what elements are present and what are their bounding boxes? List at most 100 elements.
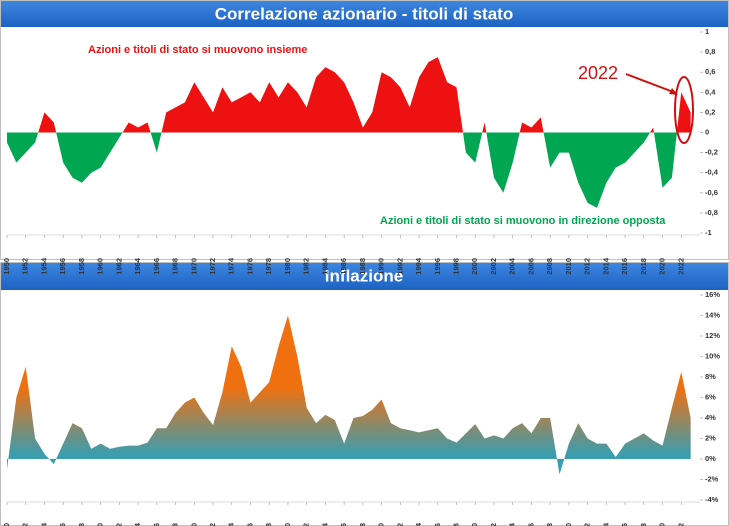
x-tick-label: 2022: [676, 523, 685, 526]
x-tick-label: 1964: [133, 257, 142, 275]
x-tick-label: 1974: [227, 522, 236, 526]
y-tick-label: -0,4: [705, 168, 719, 177]
x-tick-label: 1962: [114, 523, 123, 526]
y-tick-label: 0,4: [705, 87, 716, 96]
area: [7, 315, 691, 475]
x-tick-label: 2010: [564, 258, 573, 275]
x-tick-label: 2014: [601, 522, 610, 526]
x-tick-label: 1984: [320, 257, 329, 275]
x-tick-label: 1966: [152, 523, 161, 526]
chart-title: Correlazione azionario - titoli di stato: [215, 4, 513, 23]
x-tick-label: 1986: [339, 523, 348, 526]
x-tick-label: 2004: [508, 257, 517, 275]
chart-title: Inflazione: [325, 266, 403, 285]
x-tick-label: 1990: [377, 258, 386, 275]
x-tick-label: 1970: [189, 258, 198, 275]
panel-header: [1, 1, 728, 27]
y-tick-label: 12%: [705, 331, 720, 340]
x-tick-label: 1960: [96, 523, 105, 526]
x-tick-label: 1992: [395, 258, 404, 275]
x-tick-label: 1984: [320, 522, 329, 526]
highlight-label: 2022: [578, 63, 618, 83]
x-tick-label: 2014: [601, 257, 610, 275]
x-tick-label: 2002: [489, 258, 498, 275]
x-tick-label: 1994: [414, 522, 423, 526]
y-tick-label: 0,6: [705, 67, 715, 76]
x-tick-label: 2020: [658, 523, 667, 526]
x-tick-label: 2006: [526, 523, 535, 526]
x-tick-label: 1974: [227, 257, 236, 275]
x-tick-label: 1976: [245, 258, 254, 275]
x-tick-label: 2012: [583, 523, 592, 526]
area: [7, 57, 691, 208]
y-tick-label: 2%: [705, 433, 716, 442]
arrow: [625, 73, 677, 94]
x-tick-label: 1988: [358, 258, 367, 275]
x-tick-label: 1988: [358, 523, 367, 526]
x-tick-label: 2000: [470, 258, 479, 275]
x-tick-label: 2000: [470, 523, 479, 526]
x-tick-label: 1982: [302, 523, 311, 526]
panel-header: [1, 263, 728, 290]
x-tick-label: 2002: [489, 523, 498, 526]
x-tick-label: 1992: [395, 523, 404, 526]
x-tick-label: 1952: [21, 258, 30, 275]
x-tick-label: 1968: [171, 523, 180, 526]
x-tick-label: 1996: [433, 258, 442, 275]
x-tick-label: 2004: [508, 522, 517, 526]
x-tick-label: 1990: [377, 523, 386, 526]
x-tick-label: 2020: [658, 258, 667, 275]
y-tick-label: -4%: [705, 495, 719, 504]
x-tick-label: 1968: [171, 258, 180, 275]
x-tick-label: 1982: [302, 258, 311, 275]
x-tick-label: 1972: [208, 258, 217, 275]
y-tick-label: 4%: [705, 413, 716, 422]
x-tick-label: 1954: [39, 522, 48, 526]
x-tick-label: 1972: [208, 523, 217, 526]
annotation: Azioni e titoli di stato si muovono in d…: [380, 215, 666, 227]
x-tick-label: 1958: [77, 258, 86, 275]
y-tick-label: -1: [705, 228, 712, 237]
x-tick-label: 1996: [433, 523, 442, 526]
x-tick-label: 2018: [639, 258, 648, 275]
y-tick-label: 8%: [705, 372, 716, 381]
x-tick-label: 1956: [58, 258, 67, 275]
x-tick-label: 1978: [264, 523, 273, 526]
y-tick-label: 1: [705, 27, 709, 36]
x-tick-label: 1980: [283, 523, 292, 526]
x-tick-label: 1998: [451, 258, 460, 275]
x-tick-label: 1958: [77, 523, 86, 526]
x-tick-label: 1956: [58, 523, 67, 526]
y-tick-label: 14%: [705, 310, 720, 319]
y-tick-label: -0,2: [705, 148, 718, 157]
x-tick-label: 1952: [21, 523, 30, 526]
x-tick-label: 1950: [2, 258, 11, 275]
y-tick-label: 0,8: [705, 47, 715, 56]
x-tick-label: 1978: [264, 258, 273, 275]
x-tick-label: 2018: [639, 523, 648, 526]
y-tick-label: 16%: [705, 290, 720, 299]
y-tick-label: -0,8: [705, 208, 718, 217]
x-tick-label: 1954: [39, 257, 48, 275]
highlight-ellipse: [674, 76, 694, 144]
x-tick-label: 1998: [451, 523, 460, 526]
x-tick-label: 2016: [620, 258, 629, 275]
panel-frame: [0, 262, 729, 526]
x-tick-label: 2006: [526, 258, 535, 275]
x-tick-label: 1980: [283, 258, 292, 275]
x-tick-label: 2008: [545, 523, 554, 526]
x-tick-label: 1962: [114, 258, 123, 275]
x-tick-label: 2012: [583, 258, 592, 275]
y-tick-label: 0: [705, 127, 709, 136]
annotation: Azioni e titoli di stato si muovono insi…: [88, 44, 307, 56]
x-tick-label: 2010: [564, 523, 573, 526]
x-tick-label: 1966: [152, 258, 161, 275]
x-tick-label: 1986: [339, 258, 348, 275]
y-tick-label: 10%: [705, 351, 720, 360]
x-tick-label: 2016: [620, 523, 629, 526]
x-tick-label: 2022: [676, 258, 685, 275]
y-tick-label: 0%: [705, 454, 716, 463]
x-tick-label: 1994: [414, 257, 423, 275]
y-tick-label: -2%: [705, 474, 719, 483]
